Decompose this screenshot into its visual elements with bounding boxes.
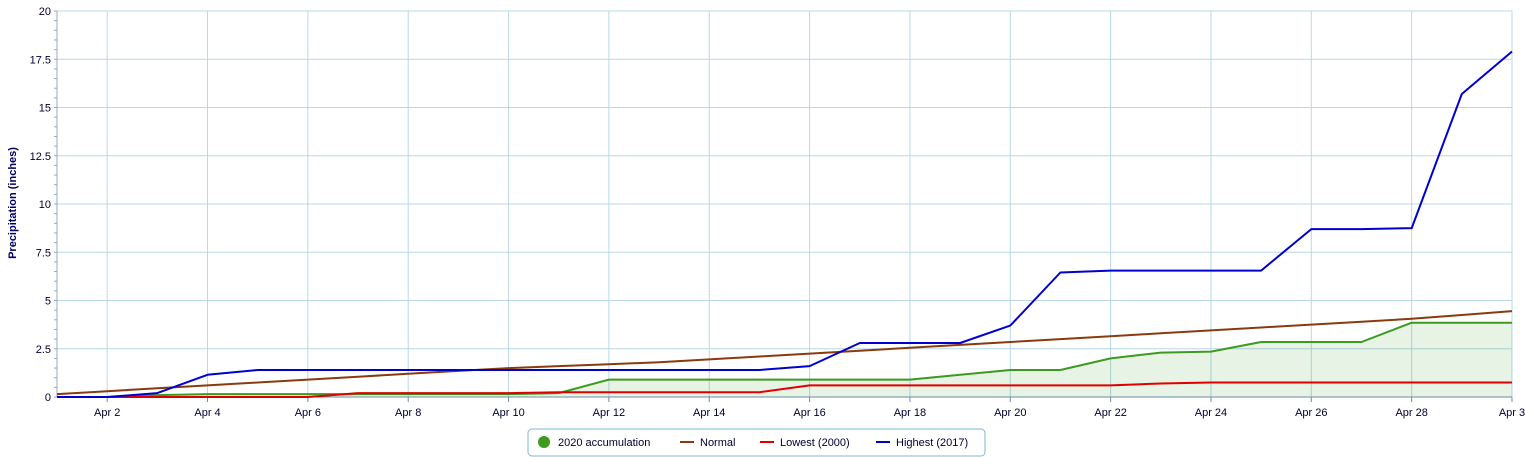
y-tick-label: 0 [45,392,51,404]
y-tick-label: 5 [45,296,51,308]
series-layer [56,50,1513,398]
legend-label: Lowest (2000) [780,437,850,449]
legend-label: 2020 accumulation [558,437,650,449]
y-tick-label: 17.5 [30,54,51,66]
x-tick-label: Apr 3 [1499,407,1525,419]
y-tick-label: 12.5 [30,151,51,163]
x-tick-label: Apr 8 [395,407,421,419]
x-tick-label: Apr 12 [593,407,625,419]
x-tick-label: Apr 22 [1094,407,1126,419]
legend: 2020 accumulation Normal Lowest (2000) High… [527,428,986,457]
y-tick-label: 2.5 [36,344,51,356]
series-line [57,321,1512,398]
x-tick-label: Apr 26 [1295,407,1327,419]
x-tick-label: Apr 10 [492,407,524,419]
y-tick-label: 10 [39,199,51,211]
x-tick-label: Apr 24 [1195,407,1227,419]
area-layer [57,322,1512,397]
x-tick-label: Apr 2 [94,407,120,419]
series-line [57,50,1513,398]
x-tick-label: Apr 18 [894,407,926,419]
legend-box [527,428,986,457]
legend-label: Highest (2017) [896,437,968,449]
series-line [57,381,1512,398]
x-tick-label: Apr 6 [295,407,321,419]
x-tick-label: Apr 4 [194,407,220,419]
series-line [56,310,1513,396]
y-tick-label: 20 [39,6,51,18]
legend-label: Normal [700,437,735,449]
grid [57,10,1513,397]
y-tick-label: 15 [39,103,51,115]
x-tick-label: Apr 20 [994,407,1026,419]
x-tick-label: Apr 28 [1395,407,1427,419]
y-axis-label: Precipitation (inches) [7,147,19,259]
y-tick-label: 7.5 [36,247,51,259]
x-tick-label: Apr 14 [693,407,725,419]
x-tick-label: Apr 16 [793,407,825,419]
series-area [57,322,1512,397]
tick-labels: 0 2.5 5 7.5 10 12.5 15 17.5 20 Apr 2 Apr 4 Apr 6 Apr… [30,6,1525,419]
legend-marker-circle [538,436,550,448]
